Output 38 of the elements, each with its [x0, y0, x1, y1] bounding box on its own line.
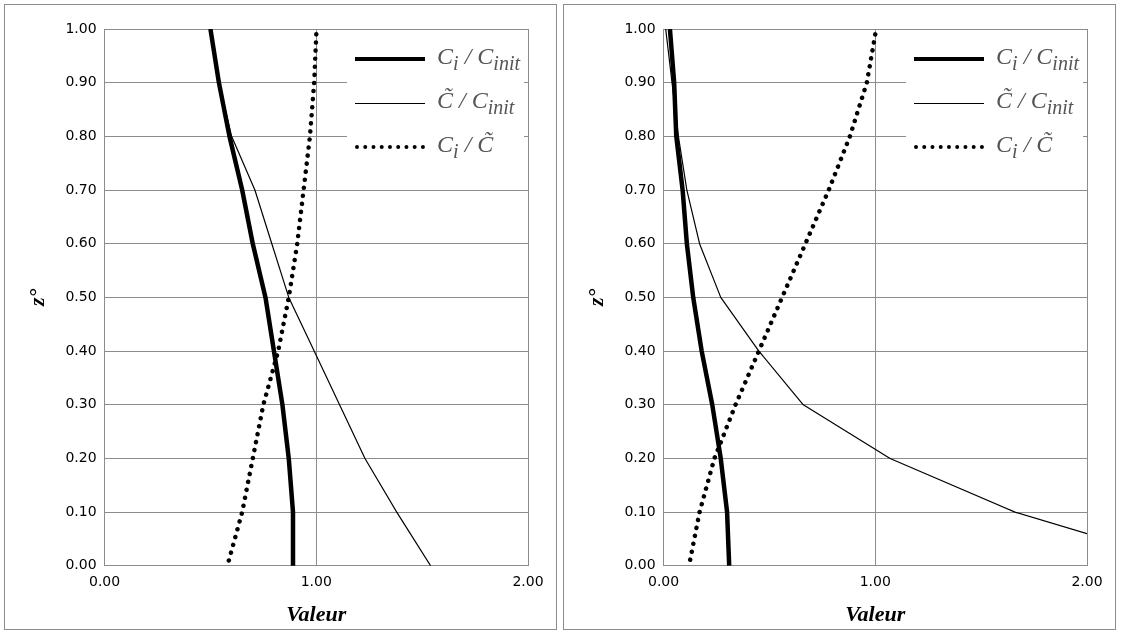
- x-tick-label: 2.00: [512, 572, 544, 589]
- x-axis-title: Valeur: [286, 601, 347, 627]
- x-tick-label: 0.00: [88, 572, 121, 589]
- legend-label: C̃ / C$_{init}$: [996, 87, 1074, 119]
- y-tick-label: 0.10: [65, 502, 97, 519]
- y-tick-label: 0.40: [624, 341, 656, 358]
- legend-label: C$_{i}$ / C̃: [996, 131, 1053, 163]
- y-tick-label: 0.80: [624, 127, 656, 143]
- y-tick-label: 0.80: [65, 127, 97, 143]
- y-tick-label: 0.00: [65, 556, 97, 573]
- x-tick-label: 1.00: [300, 572, 332, 589]
- y-tick-label: 0.60: [624, 234, 656, 251]
- x-tick-label: 2.00: [1071, 572, 1103, 589]
- x-axis-title: Valeur: [845, 601, 906, 627]
- y-axis-title: z°: [582, 288, 608, 308]
- y-tick-label: 0.30: [65, 395, 97, 412]
- y-tick-label: 1.00: [65, 19, 97, 36]
- y-tick-label: 0.10: [624, 502, 656, 519]
- legend-label: C$_{i}$ / C̃: [437, 131, 494, 163]
- legend-label: C̃ / C$_{init}$: [437, 87, 515, 119]
- y-tick-label: 0.20: [65, 449, 97, 466]
- legend-label: C$_{i}$ / C$_{init}$: [437, 43, 520, 75]
- y-tick-label: 0.50: [624, 288, 656, 305]
- y-tick-label: 0.90: [65, 73, 97, 90]
- y-tick-label: 0.50: [65, 288, 97, 305]
- y-tick-label: 0.90: [624, 73, 656, 90]
- legend-label: C$_{i}$ / C$_{init}$: [996, 43, 1079, 75]
- y-tick-label: 0.30: [624, 395, 656, 412]
- y-tick-label: 0.70: [65, 180, 97, 197]
- y-tick-label: 0.00: [624, 556, 656, 573]
- y-tick-label: 1.00: [624, 19, 656, 36]
- x-tick-label: 0.00: [647, 572, 680, 589]
- y-tick-label: 0.60: [65, 234, 97, 251]
- x-tick-label: 1.00: [859, 572, 891, 589]
- y-tick-label: 0.40: [65, 341, 97, 358]
- y-tick-label: 0.20: [624, 449, 656, 466]
- y-tick-label: 0.70: [624, 180, 656, 197]
- y-axis-title: z°: [23, 288, 49, 308]
